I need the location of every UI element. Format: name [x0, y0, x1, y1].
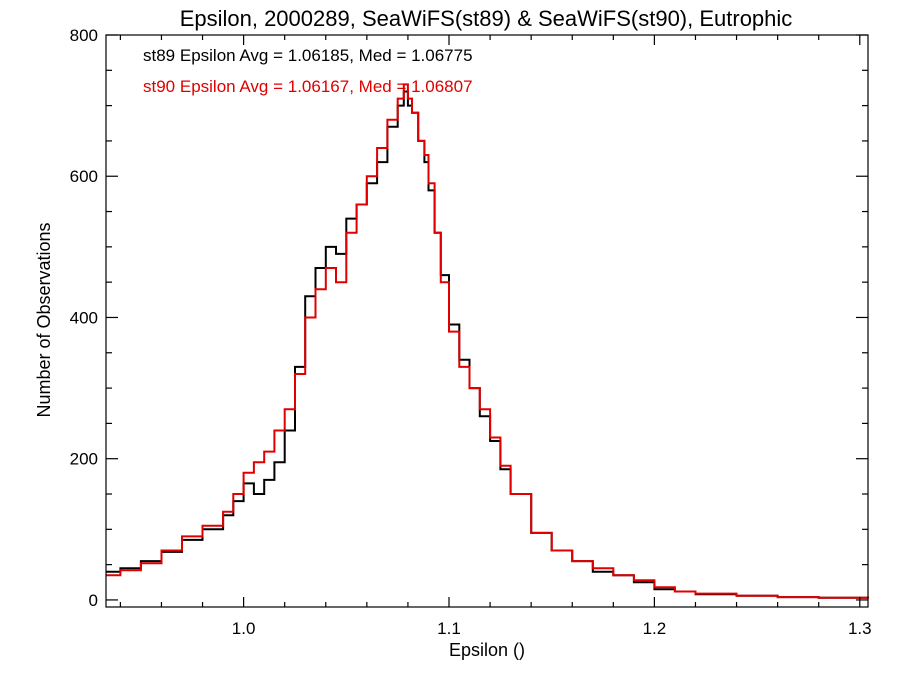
x-tick-label: 1.1: [437, 619, 461, 638]
y-tick-label: 600: [70, 167, 98, 186]
series-annotation-st89: st89 Epsilon Avg = 1.06185, Med = 1.0677…: [143, 46, 473, 65]
y-tick-label: 400: [70, 308, 98, 327]
x-tick-label: 1.0: [232, 619, 256, 638]
chart-title: Epsilon, 2000289, SeaWiFS(st89) & SeaWiF…: [180, 6, 793, 31]
y-tick-label: 800: [70, 26, 98, 45]
series-line-st90: [106, 83, 869, 599]
series-annotation-st90: st90 Epsilon Avg = 1.06167, Med = 1.0680…: [143, 77, 473, 96]
y-tick-label: 0: [89, 591, 98, 610]
y-tick-label: 200: [70, 450, 98, 469]
y-axis-label: Number of Observations: [34, 222, 54, 417]
ticks-layer: 1.0 1.1 1.2 1.3 0 200 400 600 800: [70, 26, 872, 638]
series-layer: [106, 83, 869, 599]
x-axis-label: Epsilon (): [449, 640, 525, 660]
plot-frame: [105, 34, 869, 608]
x-tick-label: 1.2: [643, 619, 667, 638]
x-tick-label: 1.3: [848, 619, 872, 638]
